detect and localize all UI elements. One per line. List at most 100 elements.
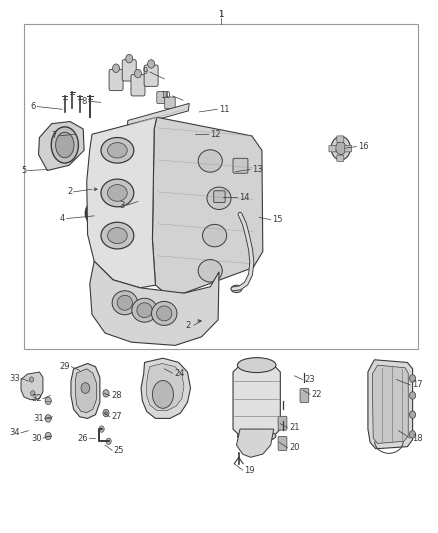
FancyBboxPatch shape xyxy=(144,65,158,86)
Ellipse shape xyxy=(152,381,173,408)
Text: 18: 18 xyxy=(412,434,422,442)
Text: 22: 22 xyxy=(312,390,322,399)
Polygon shape xyxy=(127,103,189,128)
Polygon shape xyxy=(147,364,184,410)
Ellipse shape xyxy=(152,302,177,325)
Ellipse shape xyxy=(198,260,222,282)
Ellipse shape xyxy=(202,224,227,247)
Text: 27: 27 xyxy=(112,413,122,421)
Circle shape xyxy=(126,54,133,63)
Polygon shape xyxy=(372,365,408,443)
Ellipse shape xyxy=(237,430,276,442)
Polygon shape xyxy=(75,369,96,413)
FancyBboxPatch shape xyxy=(214,191,225,203)
Circle shape xyxy=(45,432,51,440)
Text: 6: 6 xyxy=(31,102,36,111)
Ellipse shape xyxy=(157,306,172,321)
Polygon shape xyxy=(368,360,413,449)
FancyBboxPatch shape xyxy=(337,136,344,142)
Text: 34: 34 xyxy=(9,429,20,437)
Polygon shape xyxy=(71,364,100,418)
Circle shape xyxy=(410,375,416,382)
Ellipse shape xyxy=(237,358,276,373)
Circle shape xyxy=(29,377,34,382)
Circle shape xyxy=(113,64,120,72)
Ellipse shape xyxy=(107,184,127,201)
Text: 26: 26 xyxy=(77,434,88,442)
Text: 24: 24 xyxy=(174,369,185,377)
Text: 1: 1 xyxy=(219,11,224,19)
Circle shape xyxy=(106,438,111,445)
Text: 8: 8 xyxy=(81,97,87,106)
FancyBboxPatch shape xyxy=(278,416,287,430)
Text: 2: 2 xyxy=(185,321,191,329)
Ellipse shape xyxy=(101,179,134,207)
Ellipse shape xyxy=(231,285,242,293)
Text: 17: 17 xyxy=(412,381,422,389)
FancyBboxPatch shape xyxy=(233,158,248,173)
FancyBboxPatch shape xyxy=(165,97,175,109)
Text: 1: 1 xyxy=(219,11,224,19)
Ellipse shape xyxy=(132,298,157,322)
FancyBboxPatch shape xyxy=(329,146,336,152)
Circle shape xyxy=(45,415,51,422)
Text: 20: 20 xyxy=(289,443,300,452)
Ellipse shape xyxy=(207,187,231,209)
Text: 31: 31 xyxy=(33,414,44,423)
FancyBboxPatch shape xyxy=(345,146,352,152)
Circle shape xyxy=(105,411,107,415)
Circle shape xyxy=(410,431,416,438)
Text: 23: 23 xyxy=(304,375,315,384)
Polygon shape xyxy=(233,365,280,436)
Circle shape xyxy=(81,383,90,393)
Text: 5: 5 xyxy=(21,166,26,175)
FancyBboxPatch shape xyxy=(109,69,123,91)
Text: 33: 33 xyxy=(9,374,20,383)
FancyBboxPatch shape xyxy=(131,75,145,96)
Text: 25: 25 xyxy=(114,446,124,455)
Text: 2: 2 xyxy=(67,188,72,196)
Ellipse shape xyxy=(137,303,152,318)
Ellipse shape xyxy=(56,132,74,158)
Text: 15: 15 xyxy=(272,215,283,224)
Text: 4: 4 xyxy=(60,214,65,223)
Circle shape xyxy=(331,136,350,160)
Polygon shape xyxy=(21,372,43,400)
Text: 21: 21 xyxy=(289,423,300,432)
Text: 30: 30 xyxy=(31,434,42,442)
Text: 7: 7 xyxy=(52,132,57,140)
Circle shape xyxy=(336,142,346,155)
Polygon shape xyxy=(87,117,157,288)
Text: 11: 11 xyxy=(219,105,230,114)
Ellipse shape xyxy=(112,291,138,314)
Text: 29: 29 xyxy=(60,362,70,371)
Text: 14: 14 xyxy=(239,193,249,201)
FancyBboxPatch shape xyxy=(337,155,344,161)
Text: 3: 3 xyxy=(120,201,125,209)
Circle shape xyxy=(134,69,141,78)
Circle shape xyxy=(103,409,109,417)
Text: 16: 16 xyxy=(358,142,369,151)
Circle shape xyxy=(99,426,104,432)
Bar xyxy=(24,24,418,349)
Ellipse shape xyxy=(198,150,222,172)
Polygon shape xyxy=(237,429,274,457)
Ellipse shape xyxy=(117,295,132,310)
Polygon shape xyxy=(152,117,263,294)
Polygon shape xyxy=(141,358,191,418)
Ellipse shape xyxy=(101,222,134,249)
Circle shape xyxy=(31,391,35,396)
Text: 19: 19 xyxy=(244,466,255,474)
Text: 9: 9 xyxy=(143,68,148,76)
Circle shape xyxy=(148,60,155,68)
FancyBboxPatch shape xyxy=(157,92,167,103)
Text: 28: 28 xyxy=(112,391,122,400)
Polygon shape xyxy=(90,261,219,345)
FancyBboxPatch shape xyxy=(122,60,136,81)
Circle shape xyxy=(103,390,109,397)
Circle shape xyxy=(45,397,51,405)
Text: 32: 32 xyxy=(31,394,42,403)
Ellipse shape xyxy=(51,127,78,163)
Text: 10: 10 xyxy=(160,92,171,100)
Text: 13: 13 xyxy=(252,165,262,174)
